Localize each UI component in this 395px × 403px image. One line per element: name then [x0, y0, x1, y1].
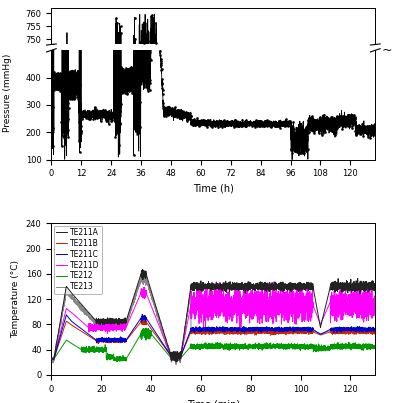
Text: ~: ~ [382, 44, 392, 57]
TE211A [316, 310, 320, 315]
TE213 [316, 330, 320, 335]
TE211B [49, 357, 54, 361]
TE212 [260, 348, 265, 353]
TE211A [173, 355, 177, 359]
TE211B [243, 328, 248, 333]
TE213 [373, 325, 378, 330]
TE211C [243, 328, 248, 333]
TE211C [291, 327, 295, 332]
TE211D [173, 356, 177, 361]
TE212 [173, 356, 178, 361]
TE211B [291, 330, 295, 334]
X-axis label: Time (h): Time (h) [193, 184, 234, 194]
TE211A [243, 284, 248, 289]
TE211D [271, 280, 276, 285]
Text: Pressure (mmHg): Pressure (mmHg) [4, 54, 12, 132]
Line: TE212: TE212 [51, 328, 375, 361]
TE211D [243, 300, 248, 305]
TE213 [260, 329, 265, 334]
TE211C [140, 312, 145, 317]
TE212 [49, 357, 54, 361]
TE211A [291, 283, 295, 288]
TE212 [243, 344, 248, 349]
TE211A [174, 359, 179, 364]
Line: TE211C: TE211C [51, 314, 375, 359]
Line: TE211A: TE211A [51, 270, 375, 362]
TE213 [141, 271, 145, 276]
TE211C [49, 357, 54, 361]
TE213 [291, 330, 295, 334]
TE213 [243, 325, 248, 330]
TE211A [373, 291, 378, 295]
Legend: TE211A, TE211B, TE211C, TE211D, TE212, TE213: TE211A, TE211B, TE211C, TE211D, TE212, T… [54, 226, 102, 294]
Line: TE211D: TE211D [51, 282, 375, 361]
TE213 [173, 355, 177, 360]
TE211B [315, 331, 320, 336]
TE212 [144, 326, 149, 330]
TE212 [108, 353, 113, 358]
Line: TE211B: TE211B [51, 318, 375, 359]
TE213 [174, 362, 179, 367]
TE211B [173, 354, 177, 359]
TE211D [108, 324, 113, 328]
TE213 [108, 321, 113, 326]
Line: TE213: TE213 [51, 274, 375, 365]
TE211D [291, 292, 295, 297]
TE212 [115, 359, 120, 364]
TE211C [373, 326, 378, 331]
TE212 [316, 346, 320, 351]
Y-axis label: Temperature (°C): Temperature (°C) [11, 260, 20, 338]
TE211D [260, 305, 264, 310]
TE211B [260, 328, 264, 333]
TE211C [260, 327, 264, 332]
TE211B [108, 339, 113, 344]
TE211D [316, 315, 320, 320]
TE211C [108, 337, 113, 342]
X-axis label: Time (min): Time (min) [187, 399, 240, 403]
TE211A [49, 357, 54, 361]
TE211D [49, 357, 54, 361]
TE211A [108, 320, 113, 324]
TE213 [49, 357, 54, 362]
TE211B [373, 331, 378, 336]
TE211D [175, 358, 180, 363]
TE211C [315, 330, 320, 335]
TE212 [291, 344, 295, 349]
TE211B [141, 316, 146, 320]
TE211C [173, 351, 177, 355]
TE211A [140, 267, 145, 272]
TE211A [260, 284, 265, 289]
TE212 [373, 343, 378, 347]
TE211D [373, 301, 378, 305]
